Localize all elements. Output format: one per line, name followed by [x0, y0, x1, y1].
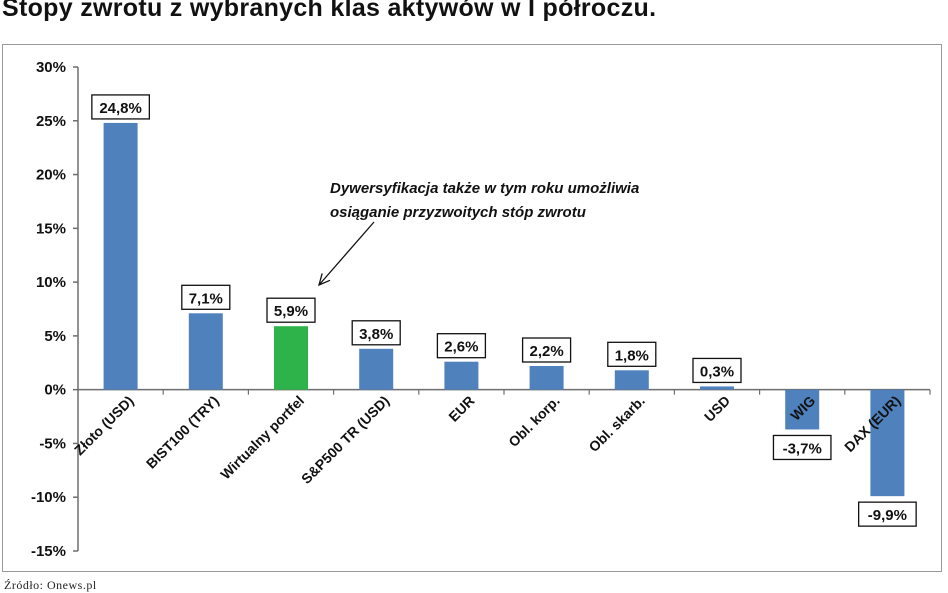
data-label-box: [91, 94, 150, 120]
bar-4: [359, 348, 394, 390]
data-label-box: [607, 341, 657, 367]
bar-10: [870, 389, 905, 497]
category-label: S&P500 TR (USD): [298, 392, 392, 486]
data-label: -9,9%: [868, 507, 907, 524]
category-label: EUR: [445, 392, 477, 424]
data-label-box: [521, 337, 572, 363]
data-label-box: [692, 357, 742, 384]
category-label: BIST100 (TRY): [143, 392, 222, 471]
bar-3: [274, 326, 308, 390]
y-tick-label: 15%: [36, 220, 66, 237]
bar-1: [103, 122, 138, 390]
annotation-text: Dywersyfikacja także w tym roku umożliwi…: [330, 180, 639, 197]
data-label: -3,7%: [783, 440, 822, 457]
bar-7: [614, 370, 649, 390]
bar-6: [529, 366, 564, 390]
bar-8: [700, 386, 734, 390]
data-label-box: [181, 284, 231, 310]
data-label: 3,8%: [359, 326, 393, 343]
chart-frame: [2, 44, 942, 572]
y-tick-label: -5%: [39, 435, 66, 452]
bar-2: [188, 313, 223, 390]
data-label-box: [436, 333, 487, 359]
bar-9: [785, 389, 820, 430]
category-label: Wirtualny portfel: [217, 392, 307, 482]
data-label: 1,8%: [615, 347, 649, 364]
data-label: 0,3%: [700, 363, 734, 380]
y-tick-label: 20%: [36, 167, 66, 184]
y-tick-label: 0%: [44, 382, 66, 399]
y-tick-label: -15%: [31, 543, 66, 560]
data-label: 5,9%: [274, 303, 308, 320]
category-label: Obl. skarb.: [585, 392, 647, 454]
category-label: Złoto (USD): [71, 392, 137, 458]
annotation-arrowhead: [318, 273, 331, 287]
data-label-box: [772, 434, 832, 461]
data-label-box: [266, 297, 316, 323]
y-tick-label: 25%: [36, 113, 66, 130]
y-tick-label: 5%: [44, 328, 66, 345]
source-note: Źródło: Onews.pl: [4, 578, 97, 592]
data-label: 24,8%: [99, 100, 142, 117]
data-label: 2,2%: [529, 343, 563, 360]
data-label-box: [858, 501, 917, 527]
chart-title: Stopy zwrotu z wybranych klas aktywów w …: [2, 0, 657, 22]
annotation-arrow: [318, 221, 375, 286]
y-tick-label: 10%: [36, 274, 66, 291]
data-label: 2,6%: [444, 339, 478, 356]
bar-5: [444, 361, 479, 390]
category-label: USD: [701, 392, 733, 424]
y-tick-label: 30%: [36, 59, 66, 76]
category-label: Obl. korp.: [505, 392, 563, 450]
y-tick-label: -10%: [31, 489, 66, 506]
annotation-text: osiąganie przyzwoitych stóp zwrotu: [330, 204, 586, 221]
data-label: 7,1%: [189, 290, 223, 307]
data-label-box: [351, 320, 401, 346]
